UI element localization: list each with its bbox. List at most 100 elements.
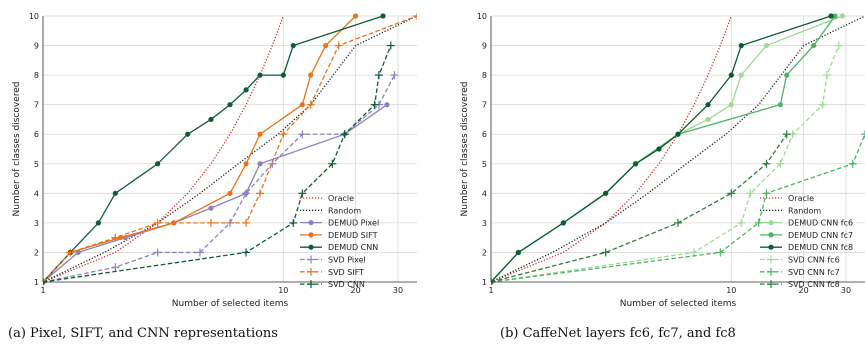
data-point-demud-cnn bbox=[280, 72, 286, 78]
data-point-demud-cnn bbox=[112, 190, 118, 196]
data-point-demud-pixel bbox=[208, 205, 214, 211]
data-point-svd-cnn-fc8 bbox=[762, 159, 771, 168]
legend-label: SVD CNN fc7 bbox=[788, 268, 840, 277]
data-point-demud-cnn-fc7 bbox=[811, 42, 817, 49]
data-point-svd-cnn-fc8 bbox=[674, 218, 682, 227]
series-line-oracle bbox=[491, 15, 732, 283]
data-point-svd-pixel bbox=[390, 71, 399, 80]
data-point-svd-cnn-fc6 bbox=[834, 41, 843, 50]
data-point-demud-cnn bbox=[208, 116, 214, 123]
data-point-demud-cnn-fc7 bbox=[777, 102, 783, 108]
data-point-svd-cnn bbox=[370, 100, 379, 109]
data-point-svd-cnn bbox=[328, 159, 337, 168]
data-point-svd-cnn-fc6 bbox=[822, 71, 831, 80]
data-point-svd-cnn-fc6 bbox=[690, 248, 699, 257]
y-tick-label: 10 bbox=[29, 12, 39, 21]
data-point-demud-cnn-fc8 bbox=[705, 102, 711, 108]
legend-swatch-marker bbox=[308, 232, 314, 238]
data-point-svd-pixel bbox=[195, 248, 204, 257]
data-point-svd-cnn bbox=[340, 130, 349, 139]
series-line-svd-cnn-fc8 bbox=[491, 133, 788, 283]
legend-entry-svd-cnn: SVD CNN bbox=[300, 280, 365, 289]
legend-swatch-marker bbox=[768, 244, 774, 250]
y-tick-label: 1 bbox=[482, 278, 487, 287]
legend-label: SVD CNN fc6 bbox=[788, 256, 840, 265]
legend-label: DEMUD Pixel bbox=[328, 219, 379, 228]
legend-entry-random: Random bbox=[760, 206, 821, 215]
legend: Oracle Random DEMUD Pixel DEMUD SIFT DEMUD C… bbox=[300, 194, 379, 289]
data-point-svd-cnn-fc8 bbox=[727, 189, 736, 198]
data-point-demud-cnn-fc6 bbox=[728, 102, 734, 108]
legend-label: DEMUD CNN fc7 bbox=[788, 231, 853, 240]
data-point-demud-sift bbox=[243, 161, 249, 167]
data-point-svd-cnn bbox=[386, 41, 395, 50]
data-point-svd-cnn-fc7 bbox=[848, 159, 857, 168]
data-point-svd-pixel bbox=[153, 248, 162, 257]
y-tick-label: 8 bbox=[34, 71, 39, 80]
data-point-svd-sift bbox=[306, 100, 315, 109]
data-point-demud-cnn-fc8 bbox=[633, 161, 639, 167]
data-point-demud-sift bbox=[353, 13, 359, 19]
data-point-demud-cnn-fc8 bbox=[828, 13, 834, 19]
data-point-demud-cnn bbox=[380, 13, 386, 19]
legend-label: Oracle bbox=[328, 194, 354, 203]
data-point-demud-cnn-fc6 bbox=[738, 72, 744, 78]
data-point-demud-cnn bbox=[95, 220, 101, 226]
x-tick-label: 1 bbox=[40, 286, 45, 295]
data-point-demud-cnn-fc8 bbox=[515, 249, 521, 256]
caption-a: (a) Pixel, SIFT, and CNN representations bbox=[8, 326, 278, 341]
y-tick-label: 7 bbox=[34, 101, 39, 110]
data-point-svd-pixel bbox=[111, 263, 120, 272]
data-point-demud-cnn-fc8 bbox=[675, 131, 681, 137]
legend-label: SVD SIFT bbox=[328, 268, 364, 277]
data-point-demud-cnn-fc6 bbox=[839, 13, 846, 19]
legend-label: DEMUD CNN fc8 bbox=[788, 243, 853, 252]
legend-label: DEMUD CNN bbox=[328, 243, 378, 252]
data-point-svd-pixel bbox=[242, 189, 251, 198]
legend-entry-demud-pixel: DEMUD Pixel bbox=[300, 219, 379, 228]
data-point-demud-cnn bbox=[290, 42, 296, 49]
data-point-demud-cnn-fc6 bbox=[705, 116, 711, 123]
y-tick-label: 3 bbox=[482, 219, 487, 228]
data-point-svd-cnn-fc6 bbox=[746, 189, 755, 198]
y-tick-label: 9 bbox=[34, 42, 39, 51]
data-point-svd-sift bbox=[279, 130, 288, 139]
series-line-oracle bbox=[43, 15, 284, 283]
x-axis-title: Number of selected items bbox=[172, 299, 289, 309]
y-tick-label: 2 bbox=[482, 248, 487, 257]
legend-entry-oracle: Oracle bbox=[760, 194, 814, 203]
data-point-demud-cnn-fc8 bbox=[728, 72, 734, 78]
series-group bbox=[43, 13, 417, 285]
series-group bbox=[491, 13, 865, 285]
data-point-demud-cnn-fc6 bbox=[763, 42, 770, 49]
legend-entry-demud-cnn-fc7: DEMUD CNN fc7 bbox=[760, 231, 853, 240]
data-point-svd-sift bbox=[413, 13, 417, 20]
data-point-demud-sift bbox=[299, 102, 305, 108]
y-tick-label: 4 bbox=[482, 189, 487, 198]
data-point-svd-cnn-fc8 bbox=[601, 248, 610, 257]
series-line-random bbox=[491, 15, 865, 283]
y-tick-label: 10 bbox=[477, 12, 487, 21]
legend-entry-svd-pixel: SVD Pixel bbox=[300, 255, 366, 265]
data-point-svd-sift bbox=[111, 233, 120, 242]
legend-entry-demud-cnn-fc6: DEMUD CNN fc6 bbox=[760, 219, 853, 228]
y-axis-title: Number of classes discovered bbox=[460, 82, 470, 217]
chart-panel-b: 1 2 3 4 5 6 7 8 9 10 1 10 20 30 Number of selected ite… bbox=[460, 12, 865, 309]
data-point-demud-cnn bbox=[155, 161, 161, 167]
y-tick-label: 6 bbox=[34, 130, 39, 139]
legend-swatch-marker bbox=[308, 244, 314, 250]
data-point-svd-sift bbox=[66, 248, 75, 257]
legend-label: Oracle bbox=[788, 194, 814, 203]
data-point-demud-cnn bbox=[227, 102, 233, 108]
legend: Oracle Random DEMUD CNN fc6 DEMUD CNN fc7 DE… bbox=[760, 194, 853, 289]
x-tick-label: 10 bbox=[278, 286, 288, 295]
plot-area bbox=[491, 16, 865, 282]
data-point-svd-cnn-fc6 bbox=[776, 159, 785, 168]
data-point-svd-sift bbox=[206, 218, 215, 227]
legend-swatch-marker bbox=[768, 220, 774, 226]
data-point-demud-cnn-fc8 bbox=[656, 146, 662, 152]
legend-swatch-marker bbox=[768, 232, 774, 238]
legend-entry-demud-sift: DEMUD SIFT bbox=[300, 231, 378, 240]
data-point-demud-pixel bbox=[384, 102, 390, 108]
